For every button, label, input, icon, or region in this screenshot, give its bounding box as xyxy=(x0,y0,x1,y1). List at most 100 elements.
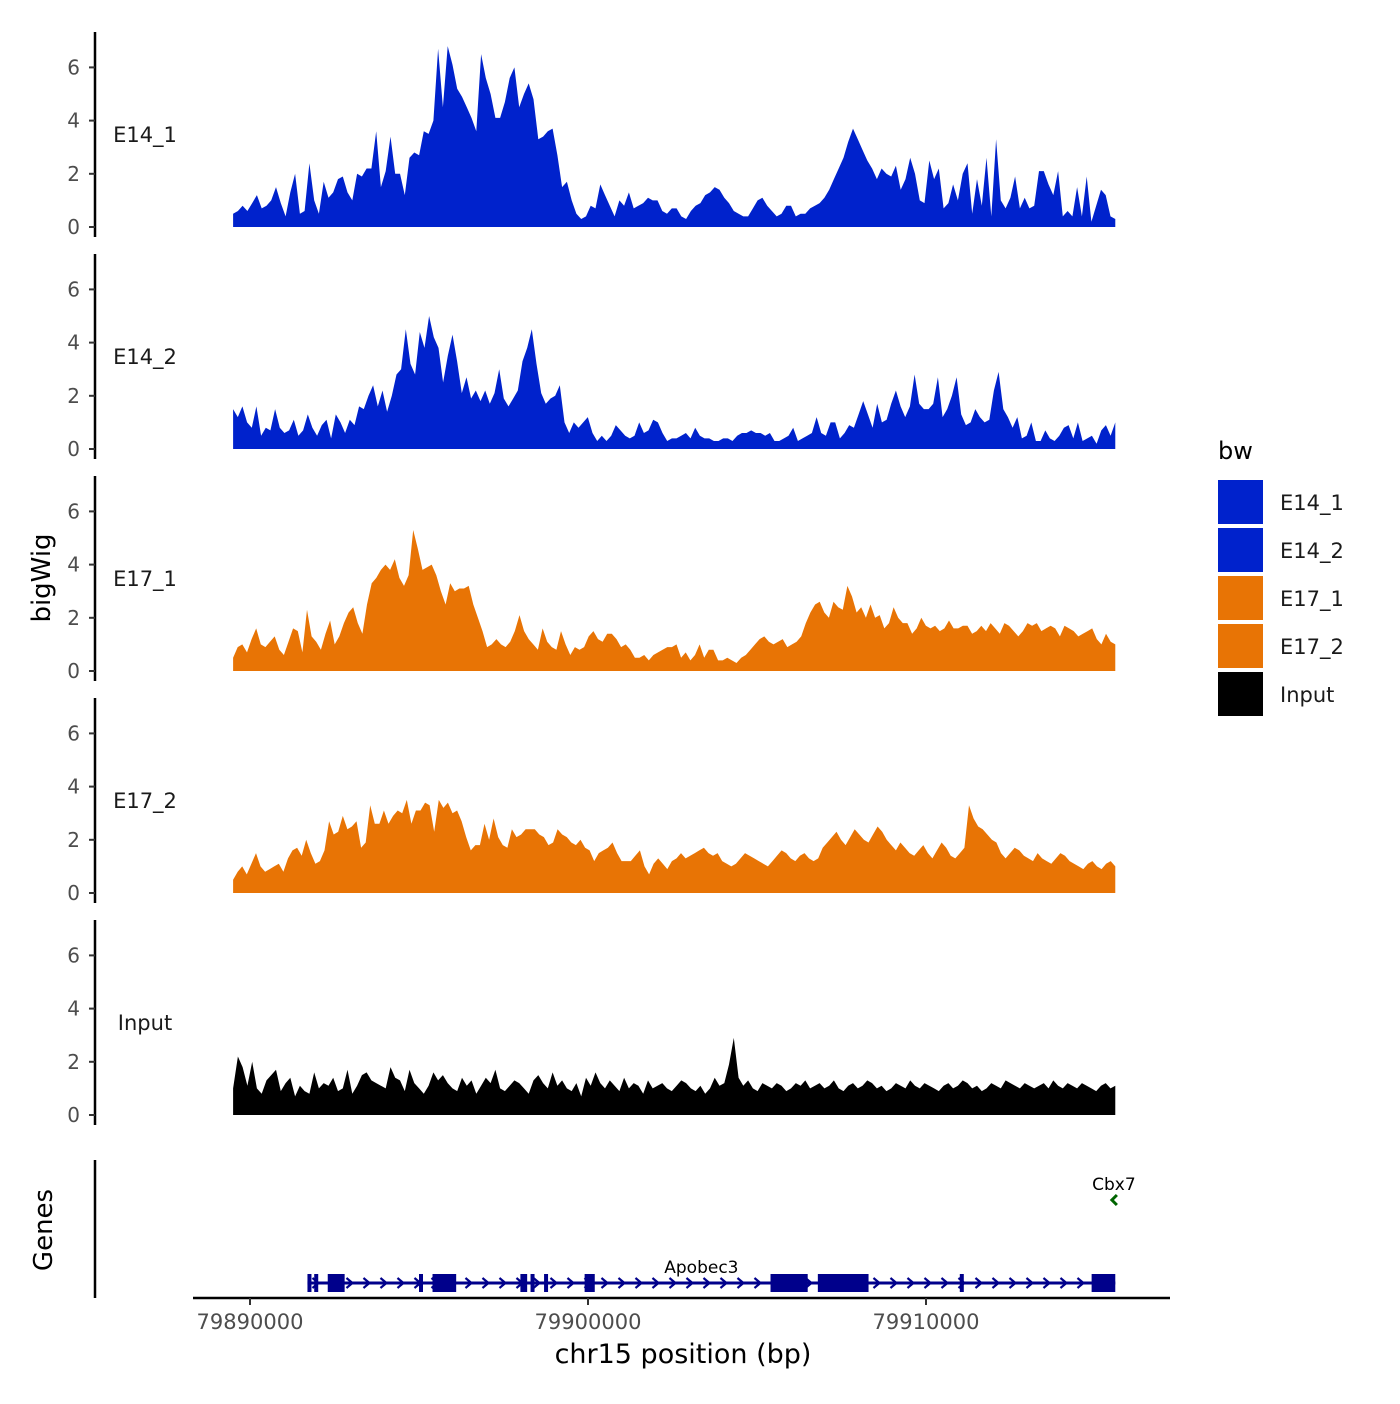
strand-chevron xyxy=(940,1277,950,1289)
area-Input xyxy=(233,1037,1116,1115)
legend-label: E17_1 xyxy=(1280,587,1344,612)
track-E17_2: 0 2 4 6 E17_2 xyxy=(67,698,1116,905)
legend-label: E14_1 xyxy=(1280,491,1344,516)
strand-chevron xyxy=(549,1277,559,1289)
x-axis: 79890000 79900000 79910000 xyxy=(193,1296,1170,1334)
track-label: Input xyxy=(118,1011,172,1035)
strand-chevron xyxy=(617,1277,627,1289)
gene-name-apobec3: Apobec3 xyxy=(664,1258,738,1278)
strand-chevron xyxy=(464,1277,474,1289)
strand-chevron xyxy=(1025,1277,1035,1289)
strand-chevron xyxy=(889,1277,899,1289)
legend-title: bw xyxy=(1218,437,1253,465)
track-E14_2: 0 2 4 6 E14_2 xyxy=(67,254,1116,461)
y-tick-label: 6 xyxy=(67,55,80,79)
exon-apobec3 xyxy=(544,1274,549,1292)
strand-chevron xyxy=(532,1277,542,1289)
y-tick-label: 4 xyxy=(67,109,80,133)
y-tick-label: 0 xyxy=(67,881,80,905)
legend: bw E14_1 E14_2 E17_1 E17_2 Input xyxy=(1218,437,1344,716)
exon-apobec3 xyxy=(817,1274,869,1292)
strand-chevron xyxy=(974,1277,984,1289)
legend-item-E14_1: E14_1 xyxy=(1218,480,1344,524)
y-tick-label: 6 xyxy=(67,277,80,301)
y-tick-label: 0 xyxy=(67,437,80,461)
x-tick-label: 79900000 xyxy=(535,1310,642,1334)
strand-chevron xyxy=(719,1277,729,1289)
strand-chevron xyxy=(498,1277,508,1289)
strand-chevron xyxy=(362,1277,372,1289)
y-tick-label: 6 xyxy=(67,721,80,745)
legend-swatch xyxy=(1218,624,1263,668)
area-E17_2 xyxy=(233,799,1116,893)
area-E14_1 xyxy=(233,46,1116,227)
y-tick-label: 4 xyxy=(67,775,80,799)
y-tick-label: 2 xyxy=(67,1050,80,1074)
exon-apobec3 xyxy=(307,1274,312,1292)
legend-swatch xyxy=(1218,672,1263,716)
x-tick-label: 79910000 xyxy=(873,1310,980,1334)
legend-label: E14_2 xyxy=(1280,539,1344,564)
x-tick-label: 79890000 xyxy=(197,1310,304,1334)
strand-chevron xyxy=(923,1277,933,1289)
exon-apobec3 xyxy=(770,1274,808,1292)
legend-label: Input xyxy=(1280,683,1334,707)
track-E17_1: 0 2 4 6 E17_1 xyxy=(67,476,1116,683)
track-Input: 0 2 4 6 Input xyxy=(67,920,1116,1127)
track-label: E17_2 xyxy=(113,789,177,814)
strand-chevron xyxy=(566,1277,576,1289)
strand-chevron xyxy=(396,1277,406,1289)
genes-label: Genes xyxy=(29,1189,59,1271)
exon-apobec3 xyxy=(959,1274,964,1292)
signal-tracks: 0 2 4 6 E14_1 0 2 4 6 E14_2 0 2 4 6 E17_1 0 2 4 6 E17_2 0 2 4 6… xyxy=(67,32,1116,1127)
strand-chevron xyxy=(1059,1277,1069,1289)
area-E14_2 xyxy=(233,316,1116,449)
legend-swatch xyxy=(1218,576,1263,620)
y-tick-label: 4 xyxy=(67,331,80,355)
y-tick-label: 2 xyxy=(67,162,80,186)
y-tick-label: 0 xyxy=(67,215,80,239)
y-axis-title: bigWig xyxy=(27,533,57,622)
strand-chevron xyxy=(1076,1277,1086,1289)
track-label: E14_2 xyxy=(113,345,177,370)
track-label: E14_1 xyxy=(113,123,177,148)
strand-chevron xyxy=(651,1277,661,1289)
y-tick-label: 0 xyxy=(67,659,80,683)
area-E17_1 xyxy=(233,530,1116,671)
strand-chevron xyxy=(379,1277,389,1289)
legend-item-E17_1: E17_1 xyxy=(1218,576,1344,620)
exon-apobec3 xyxy=(584,1274,595,1292)
y-tick-label: 4 xyxy=(67,553,80,577)
exon-apobec3 xyxy=(1091,1274,1116,1292)
legend-swatch xyxy=(1218,480,1263,524)
strand-chevron xyxy=(685,1277,695,1289)
y-tick-label: 4 xyxy=(67,997,80,1021)
y-tick-label: 0 xyxy=(67,1103,80,1127)
exon-apobec3 xyxy=(419,1274,423,1292)
strand-chevron xyxy=(1008,1277,1018,1289)
y-tick-label: 2 xyxy=(67,828,80,852)
legend-item-Input: Input xyxy=(1218,672,1334,716)
y-tick-label: 2 xyxy=(67,606,80,630)
strand-chevron xyxy=(736,1277,746,1289)
strand-chevron xyxy=(991,1277,1001,1289)
exon-apobec3 xyxy=(530,1274,535,1292)
gene-cbx7 xyxy=(1109,1193,1118,1207)
legend-swatch xyxy=(1218,528,1263,572)
strand-chevron xyxy=(872,1277,882,1289)
exon-apobec3 xyxy=(432,1274,457,1292)
strand-chevron xyxy=(1042,1277,1052,1289)
strand-chevron xyxy=(702,1277,712,1289)
strand-chevron xyxy=(634,1277,644,1289)
strand-chevron xyxy=(753,1277,763,1289)
y-tick-label: 6 xyxy=(67,499,80,523)
exon-apobec3 xyxy=(327,1274,345,1292)
y-tick-label: 2 xyxy=(67,384,80,408)
track-E14_1: 0 2 4 6 E14_1 xyxy=(67,32,1116,239)
x-axis-title: chr15 position (bp) xyxy=(555,1339,812,1370)
strand-chevron xyxy=(345,1277,355,1289)
legend-item-E17_2: E17_2 xyxy=(1218,624,1344,668)
genes-track: Genes Apobec3 Cbx7 xyxy=(29,1160,1136,1298)
